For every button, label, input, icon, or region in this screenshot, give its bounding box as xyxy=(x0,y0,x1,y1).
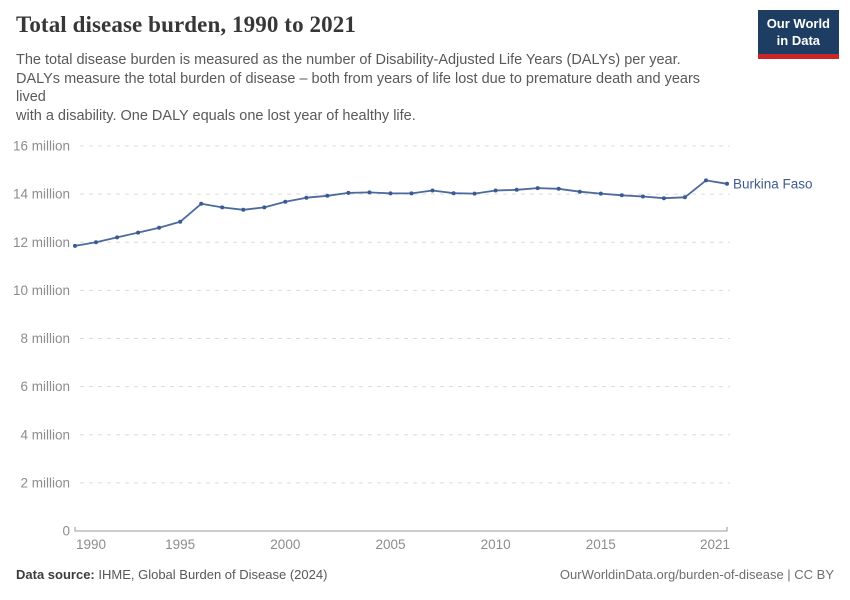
data-point xyxy=(304,195,309,200)
data-source-text: IHME, Global Burden of Disease (2024) xyxy=(94,567,328,582)
data-point xyxy=(430,188,435,193)
data-point xyxy=(704,178,708,183)
data-point xyxy=(199,201,204,206)
subtitle-line: with a disability. One DALY equals one l… xyxy=(16,107,416,124)
data-point xyxy=(115,235,120,240)
y-tick-label: 14 million xyxy=(13,187,70,202)
data-point xyxy=(451,191,456,196)
data-point xyxy=(640,194,645,199)
data-point xyxy=(661,196,666,201)
x-tick-label: 1995 xyxy=(165,537,195,552)
subtitle-line: The total disease burden is measured as … xyxy=(16,52,681,68)
data-point xyxy=(346,190,351,195)
data-points xyxy=(73,178,729,248)
x-tick-label: 1990 xyxy=(76,537,106,552)
y-tick-label: 12 million xyxy=(13,235,70,250)
data-line xyxy=(74,179,728,247)
owid-logo-line1: Our World xyxy=(766,16,830,31)
data-point xyxy=(136,230,141,235)
data-point xyxy=(325,193,330,198)
data-point xyxy=(220,205,225,210)
data-point xyxy=(556,186,561,191)
subtitle-line: lived xyxy=(16,89,46,105)
data-point xyxy=(535,186,540,191)
x-tick-label: 2010 xyxy=(481,537,511,552)
data-point xyxy=(94,240,98,245)
data-source-label: Data source: xyxy=(16,567,95,582)
data-point xyxy=(725,181,729,186)
data-point xyxy=(514,187,519,192)
data-point xyxy=(472,191,477,196)
y-tick-label: 2 million xyxy=(20,475,70,490)
data-point xyxy=(283,199,288,204)
data-point xyxy=(577,189,582,194)
data-point xyxy=(262,205,267,210)
x-tick-label: 2021 xyxy=(700,537,730,552)
owid-logo[interactable]: Our World in Data xyxy=(757,10,839,59)
data-point xyxy=(178,219,183,224)
data-point xyxy=(367,190,372,195)
data-source-note: Data source: IHME, Global Burden of Dise… xyxy=(16,567,327,582)
data-point xyxy=(241,207,246,212)
x-axis: 1990 1995 2000 2005 2010 2015 2021 xyxy=(76,537,730,552)
x-tick-label: 2005 xyxy=(375,537,405,552)
data-point xyxy=(157,225,162,230)
data-point xyxy=(73,243,77,248)
data-point xyxy=(493,188,498,193)
owid-logo-line2: in Data xyxy=(776,32,821,48)
y-tick-label: 16 million xyxy=(13,139,70,154)
data-point xyxy=(682,195,687,200)
data-point xyxy=(409,191,414,196)
y-tick-label: 10 million xyxy=(13,283,70,298)
data-point xyxy=(619,193,624,198)
data-point xyxy=(598,191,603,196)
subtitle-line: DALYs measure the total burden of diseas… xyxy=(16,70,701,87)
entity-label[interactable]: Burkina Faso xyxy=(733,176,813,191)
attribution-link[interactable]: OurWorldinData.org/burden-of-disease | C… xyxy=(559,567,834,582)
x-axis-line xyxy=(74,527,728,532)
data-point xyxy=(388,191,393,196)
x-tick-label: 2000 xyxy=(270,537,300,552)
chart-title: Total disease burden, 1990 to 2021 xyxy=(16,12,356,37)
y-tick-label: 4 million xyxy=(20,427,70,442)
chart-subtitle: The total disease burden is measured as … xyxy=(16,51,746,125)
y-tick-label: 0 xyxy=(62,524,70,539)
x-tick-label: 2015 xyxy=(586,537,616,552)
y-tick-label: 8 million xyxy=(20,331,70,346)
y-axis: 0 2 million 4 million 6 million 8 million 10 … xyxy=(13,139,70,539)
y-tick-label: 6 million xyxy=(20,379,70,394)
